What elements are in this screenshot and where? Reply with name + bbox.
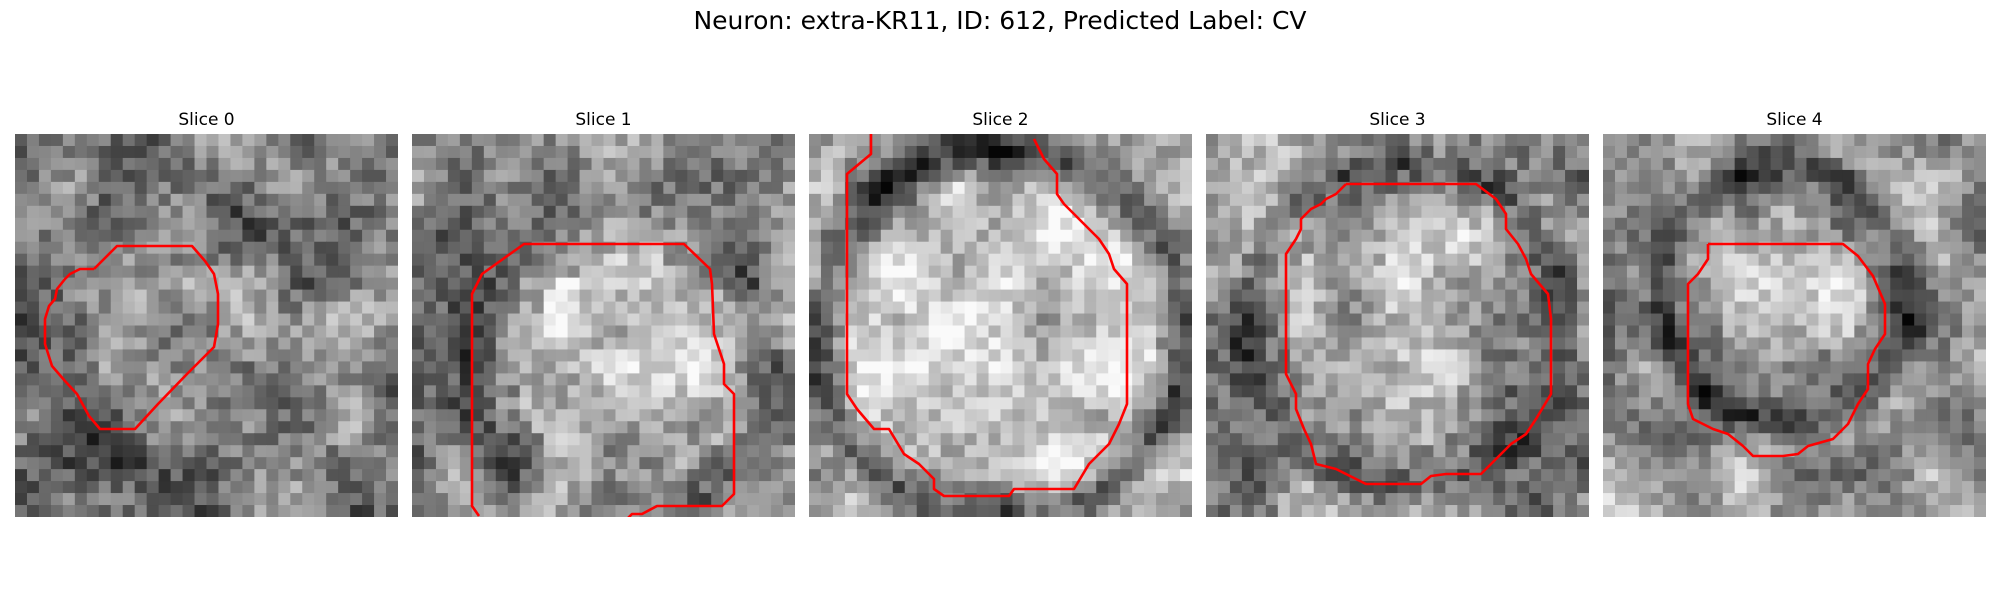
slice-3-contour — [1284, 182, 1553, 486]
slice-0-image — [15, 134, 398, 517]
slice-4-image — [1603, 134, 1986, 517]
panel-title-slice-0: Slice 0 — [178, 110, 235, 130]
slice-2-pixels — [809, 134, 1192, 517]
slice-3-pixels — [1206, 134, 1589, 517]
slice-3-image — [1206, 134, 1589, 517]
slice-2-image — [809, 134, 1192, 517]
slice-1-pixels — [412, 134, 795, 517]
slice-0-contour — [43, 244, 220, 431]
slice-1-contour — [470, 242, 736, 517]
figure-title: Neuron: extra-KR11, ID: 612, Predicted L… — [693, 6, 1307, 35]
slice-1-image — [412, 134, 795, 517]
panel-title-slice-4: Slice 4 — [1766, 110, 1823, 130]
slice-2-contour — [845, 134, 1129, 498]
slice-4-pixels — [1603, 134, 1986, 517]
panel-title-slice-2: Slice 2 — [972, 110, 1029, 130]
slice-0-pixels — [15, 134, 398, 517]
panel-title-slice-3: Slice 3 — [1369, 110, 1426, 130]
slice-4-contour — [1686, 242, 1887, 458]
panel-title-slice-1: Slice 1 — [575, 110, 632, 130]
